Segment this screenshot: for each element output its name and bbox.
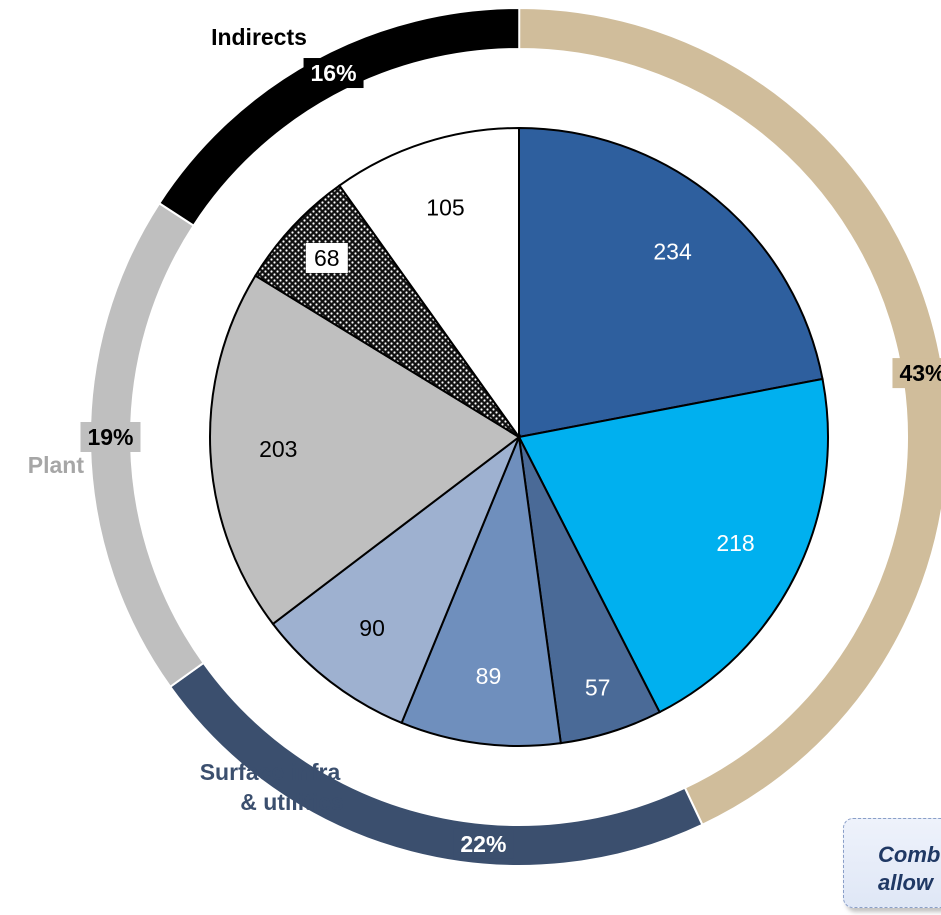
ring-percent-label: 19%	[87, 424, 133, 450]
pie-slice-234	[518, 126, 824, 439]
pie-slice-105	[338, 126, 520, 441]
note-text: Comb allow	[878, 842, 941, 895]
ring-segment-4	[157, 7, 521, 227]
ring-percent-badge	[303, 58, 364, 89]
pie-slice-218	[517, 377, 829, 714]
ring-segment-1	[518, 6, 941, 827]
slice-value-label: 90	[359, 615, 385, 641]
outer-ring	[89, 6, 941, 867]
slice-value-label: 68	[314, 245, 340, 271]
pie-slice-89	[400, 433, 562, 747]
group-name-label: Plant	[28, 452, 85, 478]
ring-percent-badge	[892, 358, 941, 389]
slice-value-label: 89	[476, 663, 502, 689]
pie-slice-90	[271, 433, 522, 725]
pie-slice-203	[209, 274, 521, 626]
ring-percent-label: 16%	[311, 60, 357, 86]
ring-percent-badge	[80, 422, 141, 452]
slice-label-box	[305, 242, 348, 273]
ring-percent-label: 22%	[460, 831, 506, 857]
ring-percent-badge	[453, 828, 514, 859]
note-callout: Comb allow	[843, 818, 941, 908]
group-name-label: Indirects	[211, 24, 307, 50]
slice-value-label: 218	[716, 530, 754, 556]
group-name-label: Surface infra & utilities	[200, 759, 344, 815]
slice-value-label: 234	[653, 238, 692, 264]
slice-value-label: 203	[259, 436, 297, 462]
slice-value-label: 105	[426, 194, 464, 220]
chart-labels: 234 218 57 89 90 203 68 105 43% 22% Surface infra &…	[28, 24, 941, 859]
ring-percent-label: 43%	[899, 360, 941, 386]
slice-value-label: 57	[585, 675, 611, 701]
inner-pie	[209, 126, 829, 747]
